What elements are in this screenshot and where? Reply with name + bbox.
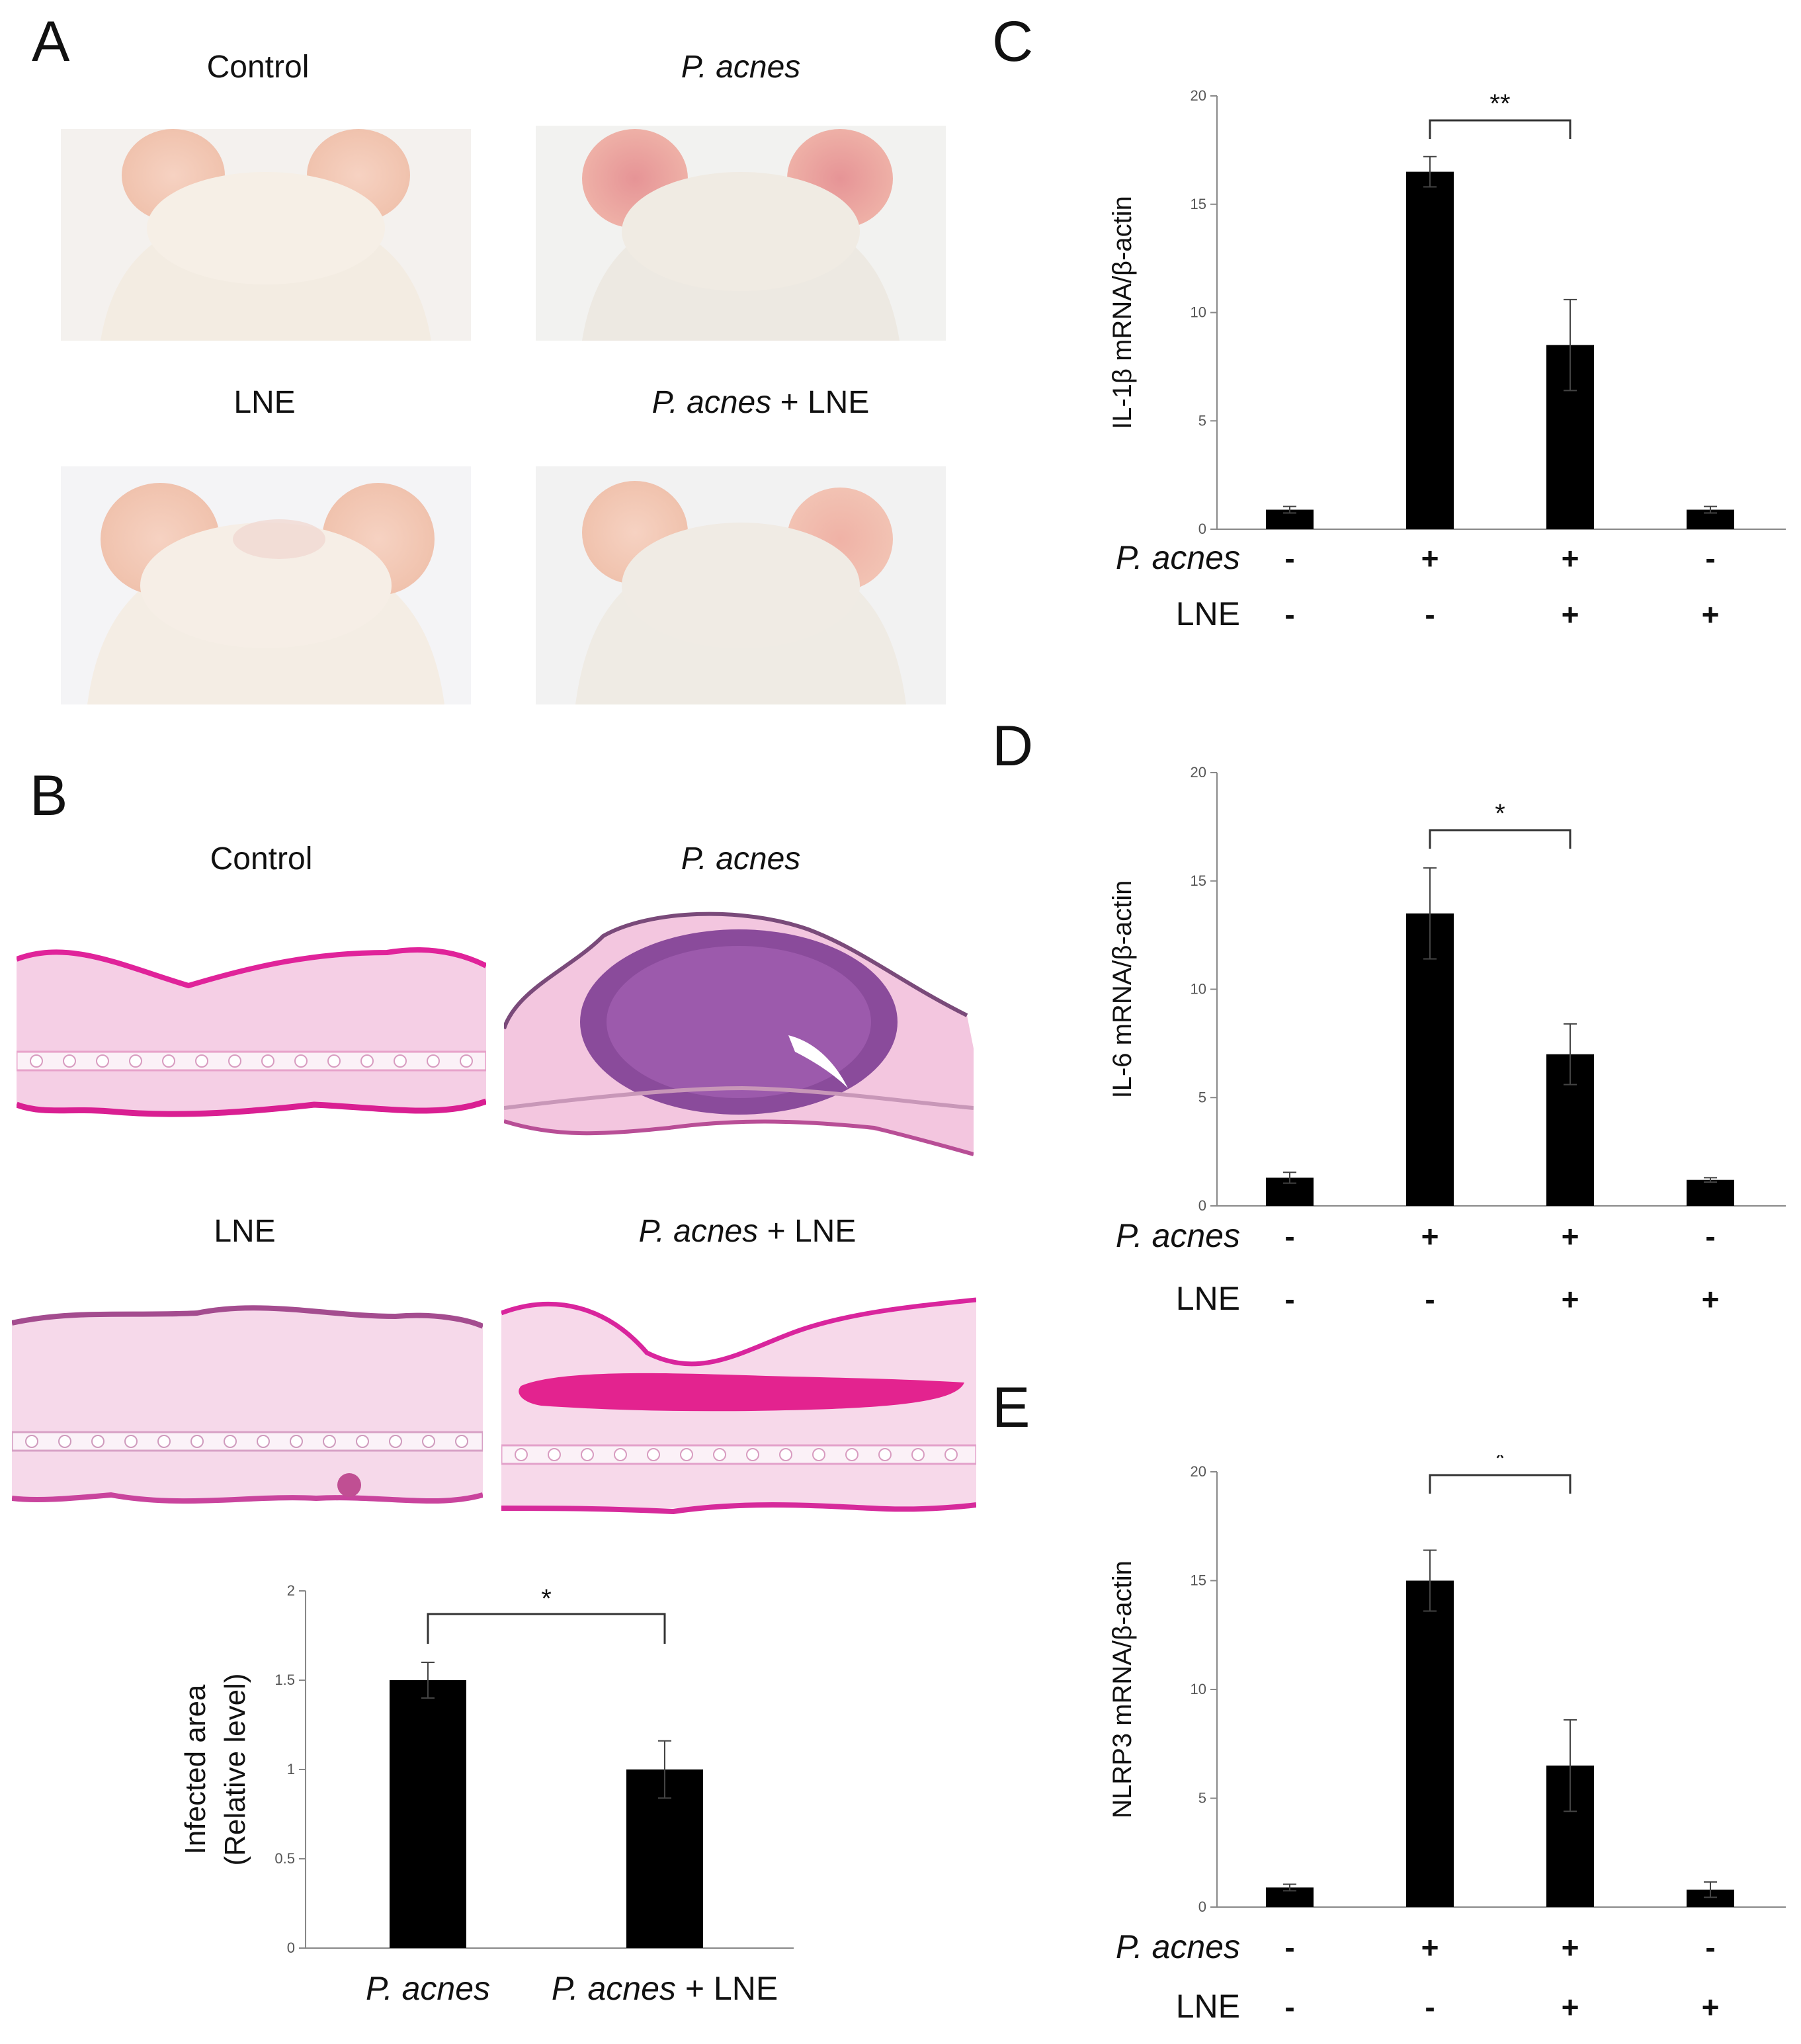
treatment-mark-pacnes: - <box>1705 1219 1715 1254</box>
y-axis-label-line1: Infected area <box>179 1684 212 1854</box>
panel-letter-c: C <box>992 10 1034 73</box>
treatment-mark-pacnes: + <box>1421 1930 1439 1965</box>
y-tick-label: 20 <box>1191 764 1206 781</box>
histology-lne <box>12 1305 483 1504</box>
caption-b-pacnes: P. acnes <box>681 841 801 876</box>
y-axis-label-line2: (Relative level) <box>219 1674 251 1866</box>
panel-letter-d: D <box>992 714 1034 778</box>
treatment-mark-lne: - <box>1425 1990 1435 2024</box>
y-tick-label: 10 <box>1191 304 1206 321</box>
treatment-mark-lne: + <box>1702 597 1720 632</box>
significance-bracket <box>427 1613 666 1644</box>
y-tick-label: 0 <box>1198 1898 1206 1915</box>
significance-bracket <box>1429 119 1571 139</box>
treatment-mark-pacnes: - <box>1705 1930 1715 1965</box>
treatment-mark-pacnes: + <box>1562 1930 1579 1965</box>
chart-infected-area: 0 0.5 1 1.5 2 Infected area (Relative level) P.… <box>179 1582 794 2007</box>
panel-letter-b: B <box>30 764 68 828</box>
y-tick-label: 15 <box>1191 873 1206 889</box>
y-axis-label: IL-1β mRNA/β-actin <box>1108 196 1137 429</box>
treatment-mark-lne: + <box>1562 1282 1579 1316</box>
bar <box>390 1680 466 1948</box>
treatment-mark-lne: - <box>1425 597 1435 632</box>
treatment-mark-pacnes: + <box>1421 541 1439 575</box>
caption-a-pacnes-lne: P. acnes + LNE <box>651 385 870 420</box>
histology-pacnes <box>504 912 974 1156</box>
treatment-label-lne: LNE <box>1176 1988 1240 2025</box>
x-tick-label: P. acnes <box>366 1970 490 2007</box>
bar <box>1406 171 1454 529</box>
panel-letter-e: E <box>992 1376 1030 1439</box>
caption-a-lne: LNE <box>233 385 296 420</box>
mouse-photo-pacnes <box>536 126 946 341</box>
y-tick-label: 15 <box>1191 1572 1206 1589</box>
y-axis-label: NLRP3 mRNA/β-actin <box>1108 1560 1137 1818</box>
y-tick-label: 1.5 <box>274 1672 295 1688</box>
histology-pacnes-lne <box>501 1297 976 1515</box>
caption-b-control: Control <box>210 841 313 876</box>
y-tick-label: 10 <box>1191 1681 1206 1697</box>
mouse-photo-lne <box>61 466 471 704</box>
caption-b-pacnes-lne: P. acnes + LNE <box>638 1214 857 1249</box>
significance-label: * <box>1495 799 1505 828</box>
treatment-mark-pacnes: - <box>1284 1219 1294 1254</box>
treatment-mark-lne: + <box>1702 1990 1720 2024</box>
treatment-mark-pacnes: + <box>1562 1219 1579 1254</box>
bar <box>626 1769 703 1948</box>
bar <box>1687 1179 1734 1206</box>
bar <box>1406 1580 1454 1907</box>
x-tick-label: P. acnes + LNE <box>552 1970 778 2007</box>
treatment-mark-pacnes: + <box>1562 541 1579 575</box>
y-tick-label: 0.5 <box>274 1850 295 1867</box>
significance-bracket <box>1429 829 1571 849</box>
y-tick-label: 1 <box>287 1761 295 1777</box>
treatment-mark-lne: + <box>1702 1282 1720 1316</box>
caption-b-lne: LNE <box>214 1214 276 1249</box>
treatment-label-pacnes: P. acnes <box>1116 539 1240 576</box>
treatment-mark-lne: - <box>1284 597 1294 632</box>
significance-bracket <box>1429 1474 1571 1494</box>
chart-nlrp3: 0 5 10 15 20 NLRP3 mRNA/β-actin * P. acnes LNE - +… <box>1108 1455 1786 2025</box>
treatment-mark-pacnes: - <box>1705 541 1715 575</box>
y-tick-label: 5 <box>1198 1790 1206 1807</box>
treatment-mark-pacnes: - <box>1284 1930 1294 1965</box>
treatment-mark-lne: - <box>1284 1990 1294 2024</box>
bar <box>1406 913 1454 1206</box>
treatment-label-pacnes: P. acnes <box>1116 1928 1240 1965</box>
significance-label: ** <box>1489 89 1510 118</box>
significance-label: * <box>541 1584 552 1613</box>
y-tick-label: 0 <box>287 1939 295 1956</box>
treatment-mark-lne: - <box>1284 1282 1294 1316</box>
chart-il1b: 0 5 10 15 20 IL-1β mRNA/β-actin ** P. acnes LNE -… <box>1108 87 1786 632</box>
treatment-label-lne: LNE <box>1176 1280 1240 1317</box>
mouse-photo-pacnes-lne <box>536 466 946 704</box>
treatment-mark-pacnes: + <box>1421 1219 1439 1254</box>
caption-a-control: Control <box>206 50 310 85</box>
treatment-label-lne: LNE <box>1176 595 1240 632</box>
y-tick-label: 2 <box>287 1582 295 1599</box>
y-tick-label: 10 <box>1191 981 1206 998</box>
treatment-mark-lne: - <box>1425 1282 1435 1316</box>
y-tick-label: 0 <box>1198 1197 1206 1214</box>
y-axis-label: IL-6 mRNA/β-actin <box>1108 880 1137 1099</box>
histology-control <box>17 947 486 1117</box>
y-tick-label: 0 <box>1198 521 1206 537</box>
y-tick-label: 15 <box>1191 196 1206 212</box>
mouse-photo-control <box>61 129 471 341</box>
treatment-label-pacnes: P. acnes <box>1116 1217 1240 1254</box>
y-tick-label: 5 <box>1198 1089 1206 1105</box>
chart-il6: 0 5 10 15 20 IL-6 mRNA/β-actin * P. acnes LNE - + +… <box>1108 764 1786 1317</box>
y-tick-label: 5 <box>1198 412 1206 429</box>
treatment-mark-lne: + <box>1562 597 1579 632</box>
treatment-mark-pacnes: - <box>1284 541 1294 575</box>
significance-label: * <box>1495 1455 1505 1473</box>
treatment-mark-lne: + <box>1562 1990 1579 2024</box>
caption-a-pacnes: P. acnes <box>681 50 801 85</box>
y-tick-label: 20 <box>1191 87 1206 104</box>
y-tick-label: 20 <box>1191 1463 1206 1480</box>
panel-letter-a: A <box>32 10 70 73</box>
